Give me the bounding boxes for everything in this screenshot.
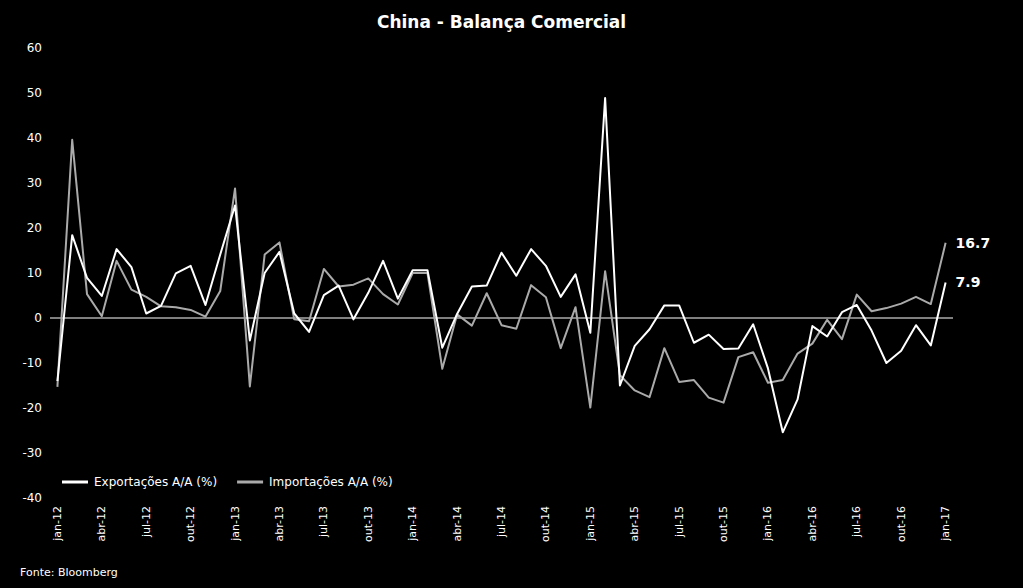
legend-item: Importações A/A (%) (237, 475, 393, 489)
x-tick-label: abr-15 (628, 506, 641, 542)
lines (57, 98, 945, 432)
x-axis: jan-12 abr-12 jul-12 out-12 jan-13 abr-13 jul-… (51, 506, 952, 542)
x-tick-label: jul-12 (140, 506, 153, 538)
y-tick-label: 30 (27, 176, 42, 190)
series-line (57, 140, 945, 408)
legend-swatch (237, 481, 263, 484)
y-tick-label: -30 (22, 446, 42, 460)
background (0, 0, 1023, 588)
x-tick-label: jul-16 (850, 506, 863, 538)
x-tick-label: out-16 (895, 506, 908, 542)
x-tick-label: abr-16 (806, 506, 819, 542)
page: {"chart_data": { "type": "line", "title"… (0, 0, 1023, 588)
annotations: 16.7 7.9 (956, 235, 991, 291)
x-tick-label: jan-13 (229, 506, 242, 542)
legend-label: Exportações A/A (%) (94, 475, 217, 489)
x-tick-label: abr-14 (451, 506, 464, 542)
x-tick-label: jan-14 (406, 506, 419, 542)
chart: China - Balança Comercial -40 -30 -20 -10 0 10… (0, 0, 1023, 588)
legend: Exportações A/A (%) Importações A/A (%) (62, 475, 393, 489)
x-tick-label: jul-14 (495, 506, 508, 538)
x-tick-label: jan-17 (939, 506, 952, 542)
y-axis: -40 -30 -20 -10 0 10 20 30 40 50 60 (22, 41, 953, 505)
x-tick-label: jan-15 (584, 506, 597, 542)
y-tick-label: 50 (27, 86, 42, 100)
series-line (57, 98, 945, 432)
legend-item: Exportações A/A (%) (62, 475, 217, 489)
x-tick-label: out-14 (539, 506, 552, 542)
zero-line (50, 318, 953, 319)
y-tick-label: -10 (22, 356, 42, 370)
end-label: 7.9 (956, 274, 981, 290)
legend-swatch (62, 481, 88, 484)
title: China - Balança Comercial (377, 12, 626, 32)
y-tick-label: 0 (34, 311, 42, 325)
y-tick-label: 20 (27, 221, 42, 235)
x-tick-label: out-13 (362, 506, 375, 542)
y-tick-label: 40 (27, 131, 42, 145)
end-label: 16.7 (956, 235, 991, 251)
y-tick-label: -40 (22, 491, 42, 505)
x-tick-label: out-12 (184, 506, 197, 542)
y-tick-label: -20 (22, 401, 42, 415)
legend-label: Importações A/A (%) (269, 475, 393, 489)
y-tick-label: 60 (27, 41, 42, 55)
x-tick-label: jul-15 (673, 506, 686, 538)
x-tick-label: abr-12 (95, 506, 108, 542)
x-tick-label: out-15 (717, 506, 730, 542)
x-tick-label: abr-13 (273, 506, 286, 542)
source: Fonte: Bloomberg (20, 566, 118, 579)
x-tick-label: jan-12 (51, 506, 64, 542)
x-tick-label: jul-13 (317, 506, 330, 538)
y-tick-label: 10 (27, 266, 42, 280)
x-tick-label: jan-16 (761, 506, 774, 542)
